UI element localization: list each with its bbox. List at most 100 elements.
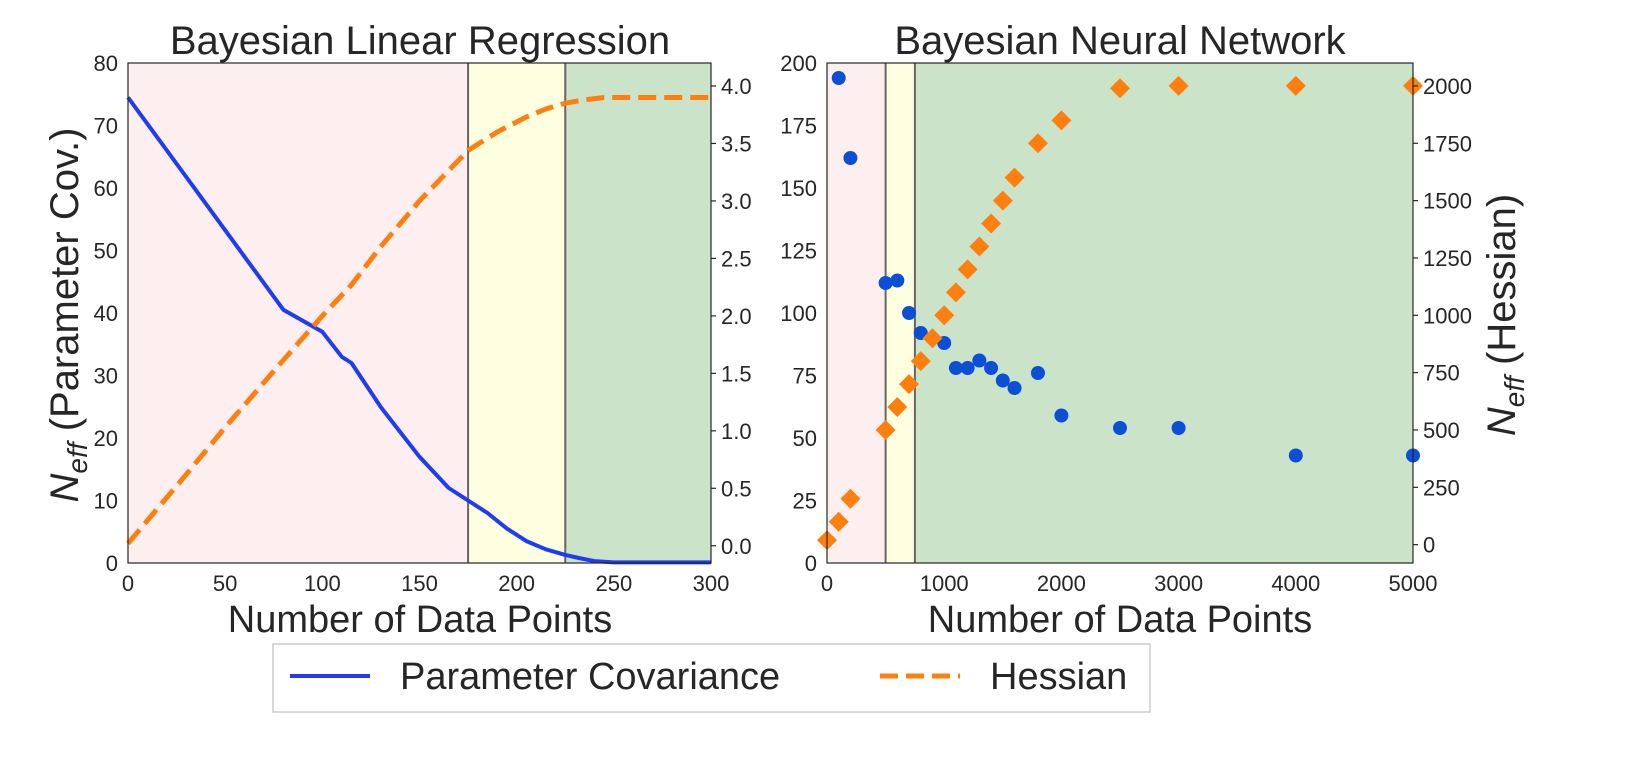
r-x-tick-label: 1000 — [920, 571, 969, 596]
r-y-tick-label-left: 50 — [793, 426, 817, 451]
left-chart-title: Bayesian Linear Regression — [170, 19, 670, 63]
left-y-ticks-left: 0 10 20 30 40 50 60 70 80 — [94, 51, 118, 576]
r-region-2 — [914, 63, 1413, 563]
chart-right: 0 1000 2000 3000 4000 5000 025507510012515017… — [780, 19, 1530, 641]
right-chart-title: Bayesian Neural Network — [894, 19, 1346, 63]
l-region-1 — [468, 63, 566, 563]
l-x-tick-label: 300 — [693, 571, 730, 596]
r-point-parameter-covariance — [1113, 421, 1127, 435]
chart-left: 0 50 100 150 200 250 300 0 10 20 30 40 50 60 70 80 0.0… — [43, 19, 752, 641]
l-y-tick-label-left: 50 — [94, 239, 118, 264]
r-point-parameter-covariance — [960, 361, 975, 375]
l-y-tick-label-left: 40 — [94, 301, 118, 326]
r-point-hessian — [945, 282, 966, 303]
r-point-hessian — [828, 511, 849, 532]
r-x-tick-label: 3000 — [1154, 571, 1203, 596]
r-point-parameter-covariance — [902, 306, 917, 320]
r-y-tick-label-right: 500 — [1423, 418, 1460, 443]
r-point-parameter-covariance — [1171, 421, 1186, 435]
r-point-parameter-covariance — [843, 151, 858, 165]
l-y-tick-label-right: 4.0 — [721, 74, 752, 99]
right-y-axis-label: Neff (Hessian) — [1480, 194, 1530, 436]
l-y-tick-label-left: 10 — [94, 489, 118, 514]
r-point-hessian — [922, 328, 943, 349]
l-y-tick-label-left: 30 — [94, 364, 118, 389]
l-region-0 — [128, 63, 469, 563]
l-y-tick-label-right: 2.0 — [721, 304, 752, 329]
left-boundaries — [467, 63, 567, 563]
r-y-tick-label-right: 1500 — [1423, 189, 1472, 214]
r-point-hessian — [910, 351, 931, 372]
l-y-tick-label-right: 0.5 — [721, 476, 752, 501]
left-y-ticks-right: 0.0 0.5 1.0 1.5 2.0 2.5 3.0 3.5 4.0 — [711, 74, 752, 559]
left-y-axis-label: Neff (Parameter Cov.) — [43, 128, 93, 503]
l-y-tick-label-left: 20 — [94, 426, 118, 451]
r-y-tick-label-left: 0 — [805, 551, 817, 576]
r-point-parameter-covariance — [1030, 366, 1045, 380]
r-point-hessian — [1051, 110, 1072, 131]
r-point-hessian — [1110, 78, 1130, 99]
l-y-tick-label-right: 2.5 — [721, 246, 752, 271]
r-y-tick-label-left: 25 — [793, 489, 817, 514]
r-y-tick-label-right: 1750 — [1423, 131, 1472, 156]
l-y-tick-label-right: 1.5 — [721, 361, 752, 386]
r-point-parameter-covariance — [1007, 381, 1022, 395]
r-point-parameter-covariance — [972, 353, 987, 368]
l-y-tick-label-right: 3.5 — [721, 131, 752, 156]
right-regions — [827, 63, 1413, 563]
r-point-hessian — [887, 397, 908, 418]
r-y-tick-label-left: 75 — [793, 364, 817, 389]
r-y-tick-label-left: 175 — [780, 114, 817, 139]
left-series — [126, 95, 711, 565]
right-x-ticks: 0 1000 2000 3000 4000 5000 — [821, 571, 1438, 596]
legend: Parameter Covariance Hessian — [272, 643, 1151, 713]
l-y-tick-label-left: 70 — [94, 114, 118, 139]
r-y-tick-label-left: 200 — [780, 51, 817, 76]
r-point-hessian — [957, 259, 978, 280]
r-point-hessian — [1168, 75, 1189, 96]
r-point-hessian — [981, 213, 1002, 234]
legend-box — [272, 643, 1151, 713]
r-point-parameter-covariance — [948, 361, 963, 375]
legend-label-hessian: Hessian — [990, 656, 1127, 698]
l-x-tick-label: 200 — [498, 571, 535, 596]
legend-label-parameter-covariance: Parameter Covariance — [400, 656, 780, 698]
right-series — [817, 71, 1423, 551]
l-y-tick-label-left: 0 — [106, 551, 118, 576]
r-x-tick-label: 5000 — [1389, 571, 1438, 596]
r-point-hessian — [1027, 133, 1048, 154]
l-x-tick-label: 150 — [401, 571, 438, 596]
right-y-ticks-right: 0 250 500 750 1000 1250 1500 1750 2000 — [1413, 74, 1472, 558]
l-y-tick-label-right: 0.0 — [721, 534, 752, 559]
r-y-tick-label-right: 1000 — [1423, 303, 1472, 328]
r-y-tick-label-right: 250 — [1423, 475, 1460, 500]
r-point-hessian — [934, 305, 955, 326]
left-regions — [128, 63, 711, 563]
left-x-axis-label: Number of Data Points — [228, 599, 612, 641]
right-y-ticks-left: 0 25 50 75 100 125 150 175 200 — [780, 51, 817, 576]
right-x-axis-label: Number of Data Points — [928, 599, 1312, 641]
l-series-line-parameter-covariance — [126, 96, 711, 565]
r-point-parameter-covariance — [984, 361, 999, 375]
l-x-tick-label: 100 — [304, 571, 341, 596]
r-point-parameter-covariance — [1288, 448, 1303, 463]
r-y-tick-label-right: 0 — [1423, 533, 1435, 558]
r-point-hessian — [969, 236, 990, 257]
l-x-tick-label: 0 — [122, 571, 134, 596]
r-y-tick-label-right: 2000 — [1423, 74, 1472, 99]
r-point-parameter-covariance — [890, 273, 905, 288]
r-point-hessian — [875, 419, 896, 440]
l-y-tick-label-left: 80 — [94, 51, 118, 76]
l-region-2 — [565, 63, 711, 563]
r-point-hessian — [992, 190, 1013, 211]
r-x-tick-label: 2000 — [1037, 571, 1086, 596]
r-y-tick-label-right: 750 — [1423, 361, 1460, 386]
r-y-tick-label-left: 125 — [780, 239, 817, 264]
r-point-hessian — [899, 374, 920, 395]
l-y-tick-label-left: 60 — [94, 176, 118, 201]
l-series-line-hessian — [126, 95, 711, 546]
r-y-tick-label-left: 150 — [780, 176, 817, 201]
r-point-parameter-covariance — [831, 71, 846, 85]
l-y-tick-label-right: 3.0 — [721, 189, 752, 214]
